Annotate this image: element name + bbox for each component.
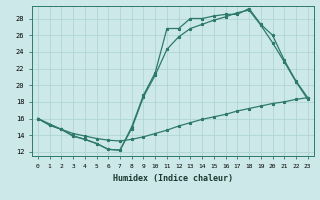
X-axis label: Humidex (Indice chaleur): Humidex (Indice chaleur) xyxy=(113,174,233,183)
